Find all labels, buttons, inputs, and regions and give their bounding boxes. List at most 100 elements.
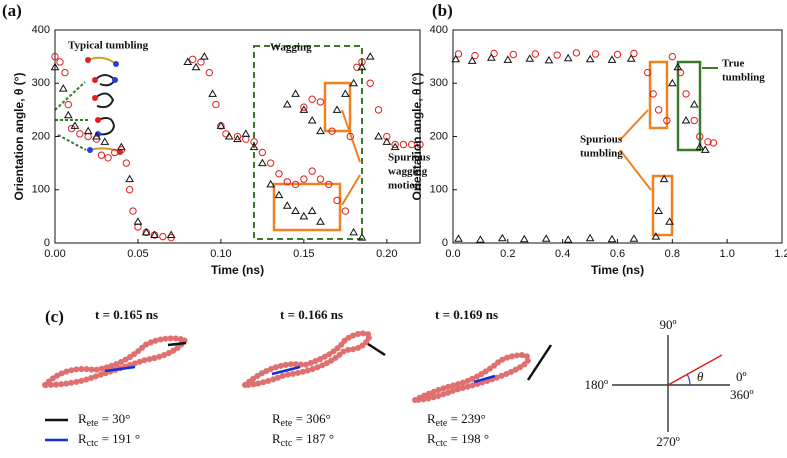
- r-subscript: ctc: [87, 438, 99, 449]
- y-tick-label: 300: [430, 77, 448, 89]
- point: [673, 62, 683, 71]
- point: [374, 132, 383, 140]
- r-value: = 191 °: [98, 431, 140, 446]
- compass-label: 360º: [730, 387, 754, 402]
- point: [585, 54, 595, 63]
- point: [585, 233, 595, 242]
- point: [51, 52, 59, 61]
- point: [531, 50, 539, 58]
- snapshot-time: t = 0.166 ns: [280, 307, 343, 322]
- point: [704, 138, 712, 146]
- point: [416, 140, 424, 149]
- theta-label: θ: [697, 369, 704, 384]
- point: [166, 230, 176, 239]
- r-value: = 306°: [292, 411, 331, 426]
- annotation: wagging: [388, 166, 428, 178]
- point: [497, 233, 507, 242]
- y-tick-label: 400: [32, 24, 50, 36]
- r-symbol: R: [78, 411, 87, 426]
- point: [92, 132, 101, 140]
- point: [100, 137, 110, 145]
- point: [629, 234, 639, 242]
- point: [519, 234, 529, 243]
- x-tick-label: 0.15: [293, 248, 314, 260]
- point: [607, 55, 617, 63]
- annotation: True: [722, 58, 745, 70]
- point: [689, 100, 699, 108]
- point: [316, 175, 325, 183]
- point: [282, 100, 292, 108]
- r-label: Rete = 306°: [272, 411, 331, 429]
- point: [333, 196, 341, 205]
- point: [56, 58, 64, 66]
- spurious-box: [651, 174, 674, 237]
- point: [316, 126, 325, 135]
- x-axis-label: Time (ns): [591, 263, 644, 277]
- y-tick-label: 100: [430, 184, 448, 196]
- point: [129, 207, 137, 215]
- x-tick-label: 0.8: [665, 248, 680, 260]
- point: [308, 167, 316, 175]
- point: [76, 130, 84, 138]
- y-tick-label: 0: [44, 237, 50, 249]
- point: [332, 105, 342, 113]
- point: [141, 227, 151, 236]
- point: [233, 134, 242, 143]
- point: [607, 234, 617, 243]
- compass-label: 90º: [659, 317, 676, 332]
- point: [224, 132, 234, 140]
- point: [189, 55, 197, 63]
- point: [613, 50, 622, 59]
- x-tick-label: 0.10: [210, 248, 231, 260]
- point: [668, 52, 677, 61]
- point: [349, 227, 359, 236]
- point: [191, 62, 201, 71]
- point: [349, 78, 359, 87]
- point: [525, 54, 535, 62]
- r-label: Rctc = 187 °: [272, 431, 334, 449]
- point: [471, 51, 479, 60]
- point: [696, 132, 704, 141]
- point: [451, 54, 461, 63]
- r-subscript: ete: [87, 418, 99, 429]
- point: [476, 235, 485, 243]
- point: [630, 49, 638, 58]
- point: [374, 106, 383, 114]
- point: [357, 62, 367, 71]
- point: [563, 53, 573, 62]
- r-symbol: R: [427, 411, 436, 426]
- point: [291, 89, 300, 97]
- point: [709, 139, 718, 147]
- point: [700, 145, 710, 153]
- r-symbol: R: [272, 431, 281, 446]
- vectors: [45, 341, 553, 442]
- point: [382, 137, 392, 145]
- x-tick-label: 0.0: [445, 248, 460, 260]
- r-subscript: ete: [281, 418, 293, 429]
- point: [391, 140, 399, 149]
- y-tick-label: 0: [442, 237, 448, 249]
- panel-label: (a): [2, 1, 22, 20]
- spurious-box: [272, 182, 342, 232]
- r-label: Rctc = 191 °: [78, 431, 140, 449]
- point: [274, 190, 284, 199]
- y-tick-label: 200: [32, 130, 50, 142]
- y-axis-label: Orientation angle, θ (°): [12, 73, 26, 201]
- point: [197, 58, 205, 66]
- x-tick-label: 1.2: [774, 248, 787, 260]
- r-symbol: R: [272, 411, 281, 426]
- point: [61, 68, 69, 77]
- compass: [612, 335, 730, 432]
- point: [266, 179, 276, 188]
- point: [366, 79, 374, 87]
- r-symbol: R: [78, 431, 87, 446]
- snapshot-time: t = 0.169 ns: [435, 307, 498, 322]
- point: [390, 142, 400, 151]
- point: [325, 180, 333, 189]
- point: [233, 132, 242, 141]
- point: [70, 121, 80, 129]
- point: [308, 95, 316, 103]
- true-box: [676, 60, 702, 152]
- point: [291, 180, 300, 189]
